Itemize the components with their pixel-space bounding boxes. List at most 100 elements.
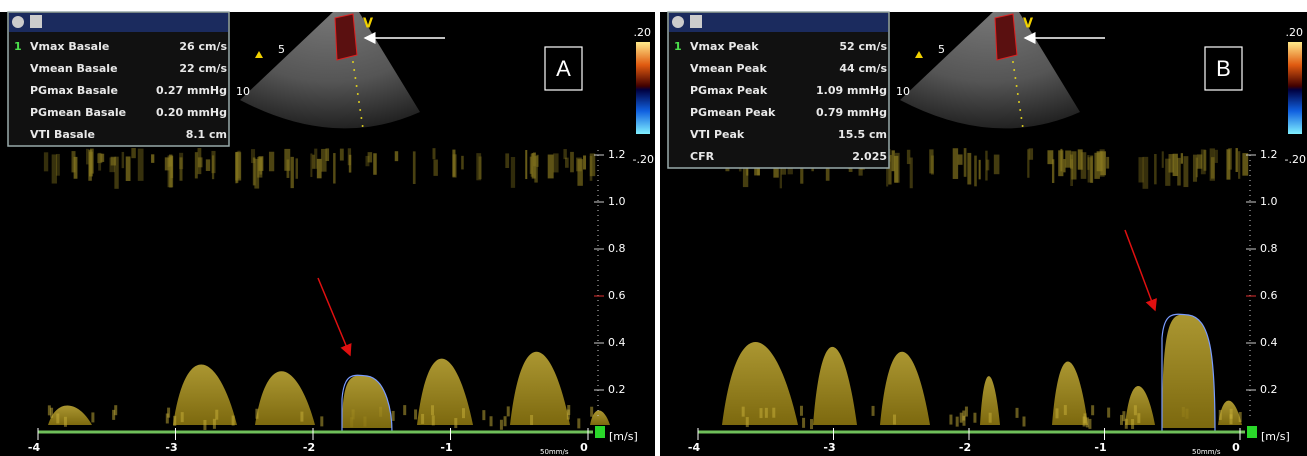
measurement-label: Vmean Basale	[30, 62, 118, 75]
spectral-noise	[1064, 405, 1067, 415]
time-tick-label: -3	[165, 441, 177, 454]
spectral-noise	[284, 149, 290, 171]
spectral-noise	[320, 416, 323, 426]
color-box	[995, 14, 1017, 60]
scan-line-dot	[359, 109, 361, 111]
velocity-tick-label: 0.4	[1260, 336, 1278, 349]
spectral-noise	[151, 154, 154, 163]
spectral-noise	[461, 156, 464, 170]
spectral-noise	[893, 415, 896, 425]
measurement-label: Vmean Peak	[690, 62, 767, 75]
scan-line-dot	[1014, 77, 1016, 79]
spectral-noise	[1060, 149, 1062, 171]
spectral-noise	[56, 413, 59, 423]
spectral-noise	[530, 157, 532, 174]
time-tick-label: 0	[580, 441, 588, 454]
spectral-noise	[530, 415, 533, 425]
figure: [m/s]-4-3-2-1050mm/s1.21.00.80.60.40.2.2…	[0, 0, 1307, 456]
scan-line-dot	[1016, 85, 1018, 87]
spectral-noise	[1242, 153, 1248, 176]
spectral-noise	[114, 157, 118, 189]
spectral-noise	[431, 405, 434, 415]
spectral-noise	[1226, 149, 1230, 179]
scan-line-dot	[1017, 93, 1019, 95]
spectral-noise	[1137, 413, 1140, 423]
depth-label: 5	[278, 43, 285, 56]
spectral-noise	[1154, 154, 1157, 184]
depth-label: 5	[938, 43, 945, 56]
measurement-value: 22 cm/s	[179, 62, 227, 75]
spectral-noise	[310, 154, 312, 177]
spectral-noise	[403, 405, 406, 415]
spectral-noise	[500, 420, 503, 430]
spectral-noise	[590, 156, 593, 181]
spectral-noise	[215, 410, 218, 420]
spectral-noise	[548, 155, 554, 179]
spectral-noise	[97, 153, 102, 163]
spectral-noise	[1196, 158, 1198, 178]
header-icon	[30, 15, 42, 28]
spectral-noise	[1081, 152, 1087, 179]
spectral-noise	[1065, 150, 1071, 167]
spectral-noise	[1181, 153, 1183, 164]
spectral-noise	[167, 408, 170, 418]
scan-line-dot	[354, 77, 356, 79]
velocity-unit: [m/s]	[1261, 430, 1290, 443]
spectral-noise	[994, 155, 1000, 175]
spectral-noise	[296, 158, 298, 178]
spectral-noise	[931, 155, 934, 174]
spectral-noise	[462, 408, 465, 418]
spectral-noise	[490, 416, 493, 426]
baseline-marker	[1247, 426, 1257, 438]
measurement-label: PGmean Peak	[690, 106, 776, 119]
spectral-noise	[892, 150, 895, 171]
measurement-label: VTI Basale	[30, 128, 95, 141]
spectral-noise	[1047, 150, 1053, 164]
velocity-tick-label: 0.6	[608, 289, 626, 302]
spectral-noise	[1125, 419, 1128, 429]
color-box	[335, 14, 357, 60]
spectral-noise	[1215, 150, 1218, 163]
measurement-label: PGmean Basale	[30, 106, 126, 119]
header-icon	[690, 15, 702, 28]
scan-line-dot	[360, 117, 362, 119]
velocity-tick-label: 0.8	[608, 242, 626, 255]
spectral-noise	[1143, 157, 1149, 189]
spectral-noise	[1091, 405, 1094, 415]
spectral-noise	[895, 153, 900, 183]
velocity-tick-label: 1.0	[608, 195, 626, 208]
spectral-noise	[989, 413, 992, 423]
time-tick-label: -4	[688, 441, 701, 454]
spectral-noise	[269, 152, 274, 172]
spectral-noise	[414, 409, 417, 419]
time-tick-label: -1	[440, 441, 452, 454]
velocity-tick-label: 0.2	[608, 383, 626, 396]
spectral-noise	[1134, 405, 1137, 415]
scan-line-dot	[1013, 69, 1015, 71]
spectral-noise	[452, 154, 456, 177]
spectral-noise	[476, 153, 481, 180]
sweep-speed: 50mm/s	[540, 448, 569, 456]
spectral-noise	[965, 407, 968, 417]
spectral-noise	[1238, 151, 1240, 179]
color-bar	[636, 42, 650, 134]
spectral-noise	[482, 410, 485, 420]
scan-line-dot	[353, 69, 355, 71]
spectral-noise	[1083, 416, 1086, 426]
spectral-noise	[958, 154, 963, 164]
spectral-noise	[974, 156, 977, 187]
spectral-noise	[986, 160, 989, 171]
spectral-noise	[56, 154, 60, 176]
scan-line-dot	[1022, 125, 1024, 127]
spectral-noise	[760, 408, 763, 418]
measurement-value: 26 cm/s	[179, 40, 227, 53]
scan-line-dot	[357, 93, 359, 95]
spectral-noise	[314, 149, 317, 169]
spectral-noise	[368, 152, 373, 162]
spectral-noise	[212, 155, 214, 179]
spectral-noise	[964, 148, 967, 177]
measurement-label: PGmax Peak	[690, 84, 768, 97]
measurement-label: CFR	[690, 150, 715, 163]
velocity-tick-label: 0.2	[1260, 383, 1278, 396]
spectral-noise	[251, 149, 255, 163]
